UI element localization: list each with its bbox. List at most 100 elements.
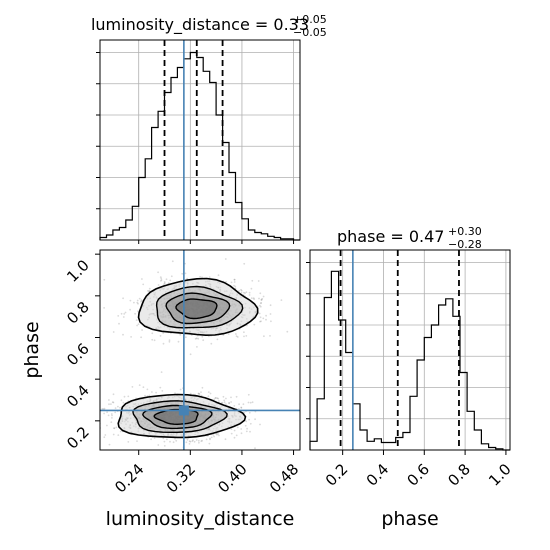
joint-sample-point	[112, 393, 115, 396]
joint-sample-point	[245, 420, 248, 423]
joint-sample-point	[141, 278, 143, 280]
joint-sample-point	[148, 287, 151, 290]
joint-sample-point	[261, 297, 264, 300]
joint-sample-point	[233, 278, 236, 281]
joint-contour-0-1	[155, 285, 244, 329]
joint-sample-point	[179, 451, 181, 453]
joint-sample-point	[184, 272, 187, 275]
joint-sample-point	[181, 272, 184, 275]
joint-sample-point	[134, 312, 137, 315]
joint-sample-point	[240, 428, 243, 430]
joint-sample-point	[233, 429, 236, 432]
joint-sample-point	[235, 335, 238, 338]
joint-sample-point	[238, 403, 241, 406]
joint-sample-point	[225, 280, 228, 283]
joint-sample-point	[162, 437, 165, 440]
joint-sample-point	[258, 312, 261, 315]
joint-sample-point	[174, 392, 176, 395]
tick-label-luminosity-distance-0: 0.24	[111, 460, 147, 496]
joint-sample-point	[212, 434, 215, 436]
joint-sample-point	[108, 399, 110, 401]
joint-sample-point	[122, 297, 124, 300]
joint-sample-point	[242, 291, 245, 294]
joint-sample-point	[117, 405, 119, 408]
joint-sample-point	[215, 432, 218, 435]
joint-sample-point	[209, 437, 211, 440]
tick-label-phase-y-3: 0.8	[63, 298, 93, 328]
joint-sample-point	[165, 278, 168, 281]
tick-label-luminosity-distance-2: 0.40	[214, 460, 250, 496]
joint-sample-point	[110, 421, 113, 424]
joint-sample-point	[202, 339, 205, 342]
joint-sample-point	[157, 444, 160, 446]
axes-spines	[99, 39, 511, 451]
joint-sample-point	[106, 424, 108, 427]
joint-sample-point	[166, 450, 168, 452]
joint-sample-point	[140, 300, 142, 303]
joint-contour-0-3	[175, 298, 218, 320]
joint-sample-point	[117, 315, 120, 317]
joint-sample-point	[228, 402, 231, 404]
joint-sample-point	[269, 313, 272, 315]
joint-density-fill-0-3	[176, 299, 217, 319]
joint-sample-point	[124, 311, 127, 314]
joint-sample-point	[200, 394, 203, 397]
joint-sample-point	[238, 408, 240, 410]
joint-sample-point	[192, 439, 194, 442]
joint-sample-point	[243, 262, 246, 265]
joint-sample-point	[244, 424, 247, 427]
joint-sample-point	[163, 445, 166, 447]
joint-sample-point	[133, 301, 135, 304]
joint-sample-point	[216, 433, 218, 436]
tick-label-luminosity-distance-3: 0.48	[266, 460, 302, 496]
joint-sample-point	[111, 401, 114, 403]
joint-sample-point	[171, 260, 174, 263]
joint-sample-point	[269, 304, 272, 307]
joint-sample-point	[243, 331, 245, 334]
joint-sample-point	[136, 301, 139, 304]
joint-sample-point	[123, 395, 126, 398]
joint-sample-point	[262, 295, 265, 298]
joint-sample-point	[103, 436, 106, 439]
truth-marker	[178, 405, 189, 416]
joint-sample-point	[108, 443, 111, 446]
tick-label-phase-x-3: 0.8	[444, 460, 474, 490]
tick-label-phase-x-4: 1.0	[485, 460, 515, 490]
joint-sample-point	[259, 302, 262, 305]
tick-label-phase-y-1: 0.4	[63, 381, 93, 411]
joint-sample-point	[253, 323, 256, 326]
joint-sample-point	[113, 427, 115, 429]
joint-sample-point	[259, 292, 262, 295]
joint-sample-point	[265, 314, 267, 317]
joint-sample-point	[230, 401, 233, 403]
joint-sample-point	[286, 330, 289, 333]
joint-sample-point	[240, 289, 243, 292]
y-axis-label-phase: phase	[21, 321, 43, 378]
joint-sample-point	[160, 371, 163, 373]
joint-sample-point	[136, 440, 138, 442]
gridlines	[100, 40, 510, 450]
joint-sample-point	[265, 318, 267, 321]
joint-sample-point	[163, 440, 166, 443]
joint-sample-point	[111, 414, 113, 417]
joint-sample-point	[167, 282, 170, 284]
x-axis-label-luminosity-distance: luminosity_distance	[106, 508, 295, 530]
joint-sample-point	[209, 392, 212, 395]
joint-sample-point	[129, 299, 132, 302]
joint-sample-point	[112, 401, 115, 404]
joint-sample-point	[148, 290, 150, 293]
joint-sample-point	[224, 258, 227, 260]
joint-sample-point	[235, 333, 237, 335]
tick-label-phase-y-4: 1.0	[63, 256, 93, 286]
joint-sample-point	[254, 447, 256, 450]
joint-sample-point	[188, 443, 191, 445]
joint-sample-point	[127, 395, 130, 398]
joint-sample-point	[246, 324, 248, 327]
joint-sample-point	[242, 403, 245, 406]
joint-sample-point	[137, 302, 139, 305]
joint-sample-point	[233, 278, 236, 281]
joint-sample-point	[251, 279, 254, 282]
joint-sample-point	[153, 339, 156, 342]
joint-sample-point	[179, 388, 182, 391]
panel-luminosity-distance-hist	[100, 40, 300, 240]
